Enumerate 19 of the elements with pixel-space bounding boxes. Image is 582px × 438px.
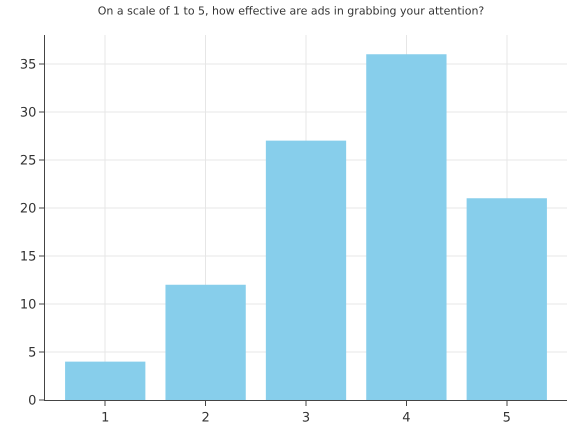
bar [266,140,346,400]
y-tick-label: 30 [20,105,36,120]
bar [366,54,447,400]
chart-title: On a scale of 1 to 5, how effective are ads in grabbing your attention? [98,4,484,18]
x-tick-label: 3 [302,410,310,426]
y-tick-label: 20 [20,201,36,216]
y-tick-label: 10 [20,298,36,312]
bar [165,284,246,400]
y-tick-label: 25 [20,153,36,168]
bar [65,362,146,400]
bar [466,198,547,400]
x-tick-label: 1 [101,410,110,426]
x-tick-label: 5 [502,410,511,426]
x-tick-label: 2 [201,410,210,426]
x-tick-label: 4 [402,410,411,426]
y-tick-label: 15 [20,249,36,264]
y-tick-label: 0 [28,394,36,409]
y-tick-label: 5 [28,346,36,361]
y-tick-label: 35 [20,57,36,72]
